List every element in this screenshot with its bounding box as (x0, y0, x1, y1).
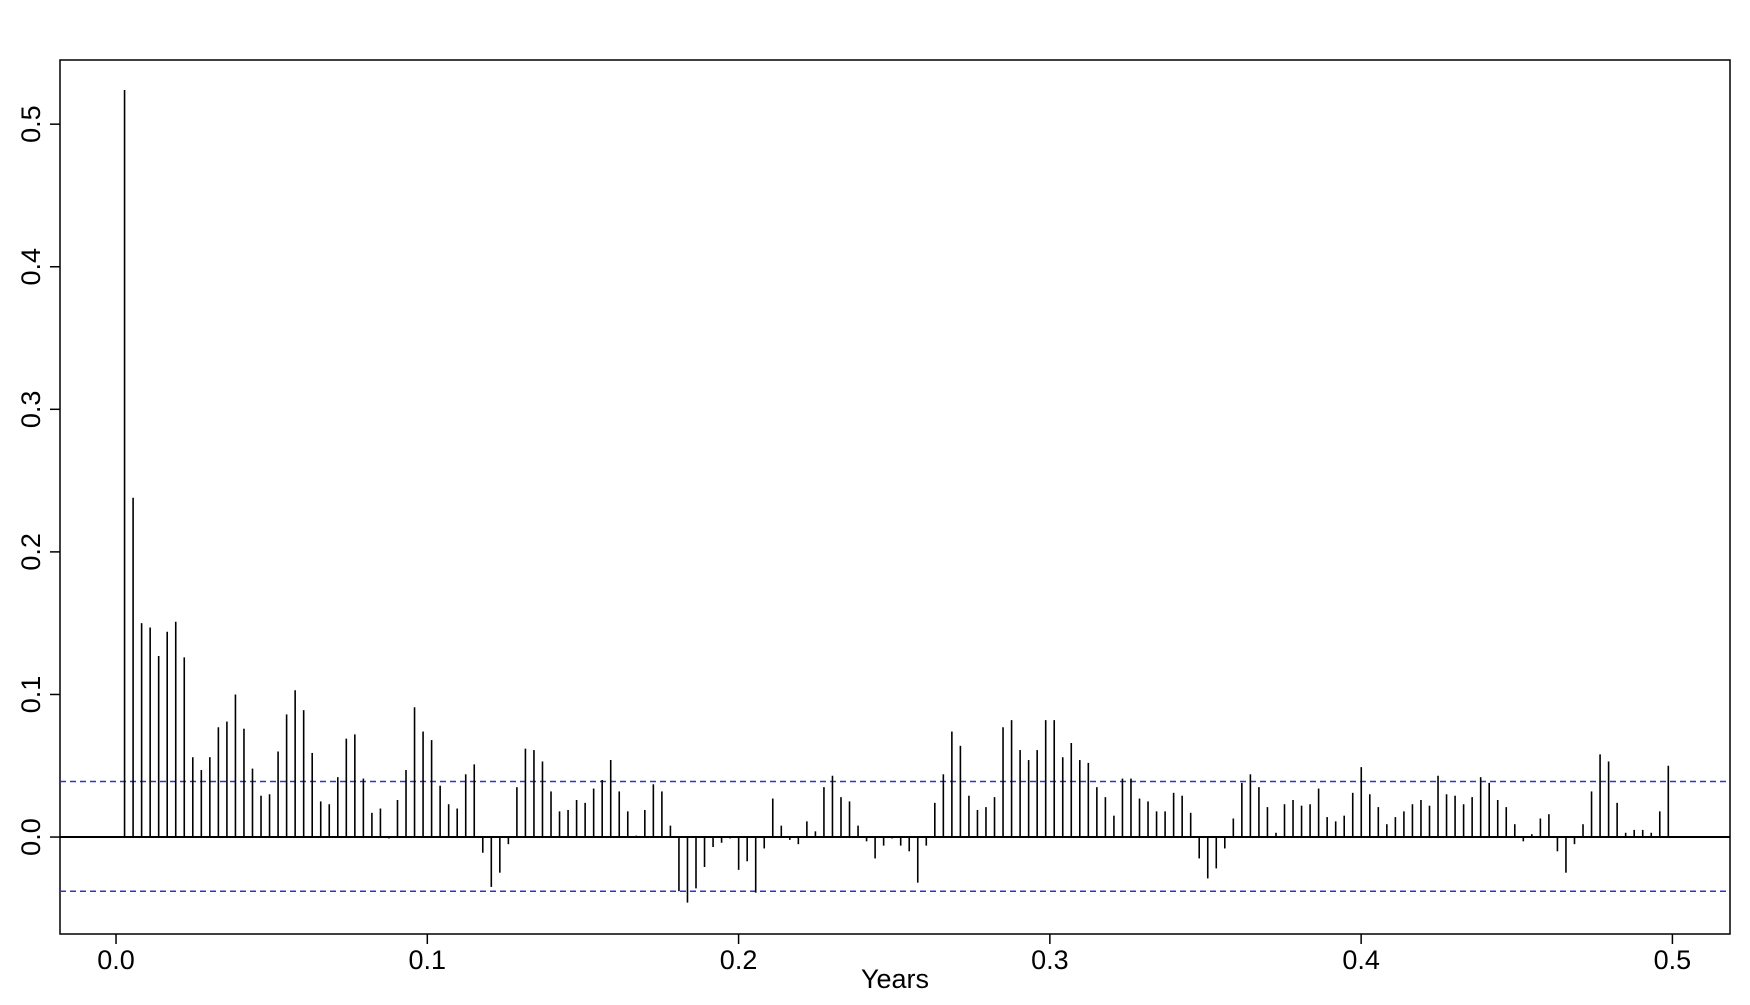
acf-bars-layer (123, 89, 1670, 903)
y-tick-label: 0.4 (16, 248, 46, 286)
x-axis-label: Years (861, 964, 929, 994)
x-tick-label: 0.1 (409, 945, 447, 975)
x-tick-label: 0.4 (1342, 945, 1380, 975)
y-axis: 0.0 0.1 0.2 0.3 0.4 0.5 (16, 105, 60, 856)
x-axis: 0.0 0.1 0.2 0.3 0.4 0.5 (97, 934, 1691, 975)
y-tick-label: 0.0 (16, 818, 46, 856)
y-tick-label: 0.2 (16, 533, 46, 571)
y-tick-label: 0.3 (16, 391, 46, 429)
y-tick-label: 0.5 (16, 105, 46, 143)
x-tick-label: 0.2 (720, 945, 758, 975)
x-tick-label: 0.5 (1654, 945, 1692, 975)
x-tick-label: 0.3 (1031, 945, 1069, 975)
y-tick-label: 0.1 (16, 676, 46, 714)
x-tick-label: 0.0 (97, 945, 135, 975)
plot-frame (59, 59, 1731, 935)
confidence-bounds-layer (60, 780, 1730, 892)
